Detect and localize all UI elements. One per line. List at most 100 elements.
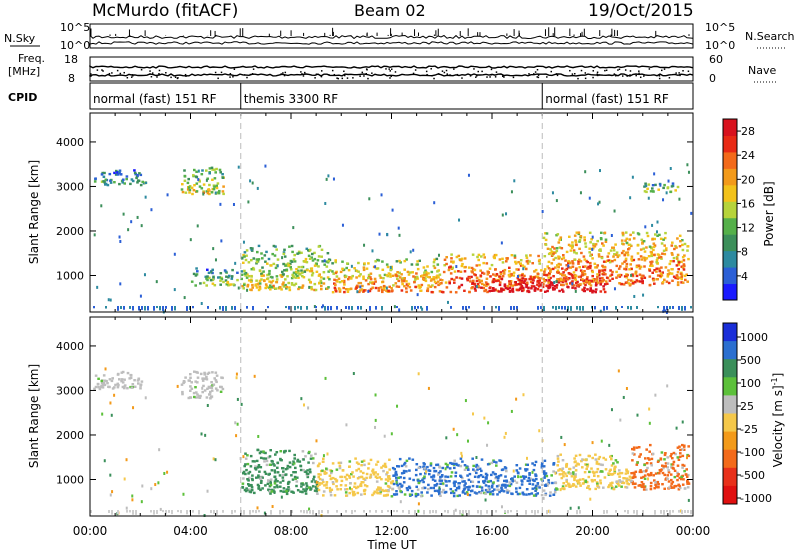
echo-speck bbox=[256, 186, 259, 190]
echo-cell bbox=[552, 493, 556, 496]
echo-cell bbox=[416, 260, 419, 263]
echo-cell bbox=[671, 463, 675, 466]
echo-cell bbox=[682, 445, 686, 448]
echo-cell bbox=[435, 463, 438, 467]
echo-cell bbox=[206, 268, 209, 271]
echo-cell bbox=[106, 183, 110, 187]
echo-cell bbox=[388, 458, 391, 461]
echo-cell bbox=[556, 233, 560, 236]
echo-cell bbox=[686, 481, 690, 484]
echo-cell bbox=[687, 473, 690, 477]
echo-cell bbox=[193, 370, 196, 373]
near-range-echo bbox=[396, 306, 398, 309]
echo-cell bbox=[569, 261, 572, 265]
echo-cell bbox=[498, 490, 501, 494]
echo-cell bbox=[625, 486, 629, 489]
echo-cell bbox=[645, 190, 648, 194]
echo-cell bbox=[530, 492, 534, 495]
echo-cell bbox=[635, 279, 639, 282]
nave-dot bbox=[220, 71, 223, 74]
echo-cell bbox=[630, 472, 633, 475]
echo-cell bbox=[684, 278, 687, 282]
echo-cell bbox=[222, 280, 225, 284]
echo-cell bbox=[300, 265, 303, 269]
echo-cell bbox=[196, 371, 199, 374]
echo-cell bbox=[515, 464, 519, 467]
echo-cell bbox=[113, 171, 116, 175]
echo-cell bbox=[362, 266, 366, 269]
near-range-echo bbox=[327, 510, 329, 514]
echo-cell bbox=[522, 286, 525, 290]
echo-cell bbox=[555, 283, 559, 287]
nave-dot bbox=[252, 68, 255, 70]
echo-cell bbox=[448, 467, 452, 470]
echo-cell bbox=[227, 284, 230, 287]
echo-cell bbox=[104, 178, 108, 181]
echo-cell bbox=[345, 494, 348, 497]
echo-cell bbox=[204, 275, 208, 278]
echo-cell bbox=[129, 376, 133, 380]
nave-dot bbox=[437, 73, 440, 75]
echo-speck bbox=[656, 220, 659, 224]
echo-cell bbox=[396, 465, 399, 468]
echo-cell bbox=[559, 453, 562, 456]
echo-cell bbox=[220, 277, 224, 281]
echo-cell bbox=[599, 479, 602, 482]
nave-dot bbox=[359, 75, 361, 77]
echo-cell bbox=[293, 453, 296, 457]
echo-cell bbox=[362, 471, 365, 475]
echo-cell bbox=[211, 282, 215, 285]
echo-cell bbox=[565, 464, 568, 467]
power-echo-field bbox=[93, 163, 693, 315]
echo-speck bbox=[531, 470, 534, 474]
echo-cell bbox=[571, 265, 575, 268]
echo-cell bbox=[250, 259, 253, 262]
echo-cell bbox=[417, 284, 421, 287]
echo-cell bbox=[634, 475, 637, 479]
echo-cell bbox=[260, 480, 263, 483]
echo-cell bbox=[394, 472, 397, 475]
near-range-echo bbox=[132, 306, 134, 311]
near-range-echo bbox=[555, 306, 557, 311]
noise-left-tick-top: 10^5 bbox=[60, 21, 90, 34]
echo-cell bbox=[561, 288, 564, 291]
echo-cell bbox=[285, 287, 288, 290]
echo-speck bbox=[206, 489, 209, 493]
echo-cell bbox=[218, 276, 222, 279]
echo-cell bbox=[222, 192, 225, 196]
echo-cell bbox=[505, 260, 508, 263]
echo-cell bbox=[423, 467, 426, 470]
echo-cell bbox=[641, 281, 644, 285]
near-range-echo bbox=[543, 306, 545, 311]
echo-cell bbox=[396, 271, 399, 274]
near-range-echo bbox=[126, 510, 128, 513]
freq-traces bbox=[89, 65, 694, 80]
echo-cell bbox=[134, 173, 137, 176]
echo-speck bbox=[417, 502, 420, 506]
echo-cell bbox=[639, 469, 642, 472]
nave-dot bbox=[229, 73, 232, 75]
echo-cell bbox=[664, 478, 667, 481]
echo-cell bbox=[243, 283, 246, 287]
echo-cell bbox=[405, 258, 408, 261]
echo-cell bbox=[561, 267, 564, 270]
echo-cell bbox=[490, 289, 494, 292]
echo-cell bbox=[282, 262, 285, 266]
echo-cell bbox=[457, 464, 460, 467]
echo-cell bbox=[251, 474, 254, 477]
echo-cell bbox=[683, 242, 687, 246]
echo-cell bbox=[393, 468, 396, 471]
echo-cell bbox=[460, 277, 464, 280]
echo-cell bbox=[367, 282, 370, 286]
near-range-echo bbox=[654, 510, 656, 515]
echo-cell bbox=[609, 482, 612, 485]
echo-cell bbox=[679, 452, 682, 455]
echo-cell bbox=[273, 464, 276, 467]
echo-cell bbox=[543, 255, 547, 258]
near-range-echo bbox=[198, 510, 200, 515]
echo-cell bbox=[478, 490, 481, 494]
echo-cell bbox=[682, 448, 686, 451]
echo-speck bbox=[144, 195, 147, 199]
echo-cell bbox=[531, 281, 535, 285]
echo-cell bbox=[445, 256, 448, 259]
